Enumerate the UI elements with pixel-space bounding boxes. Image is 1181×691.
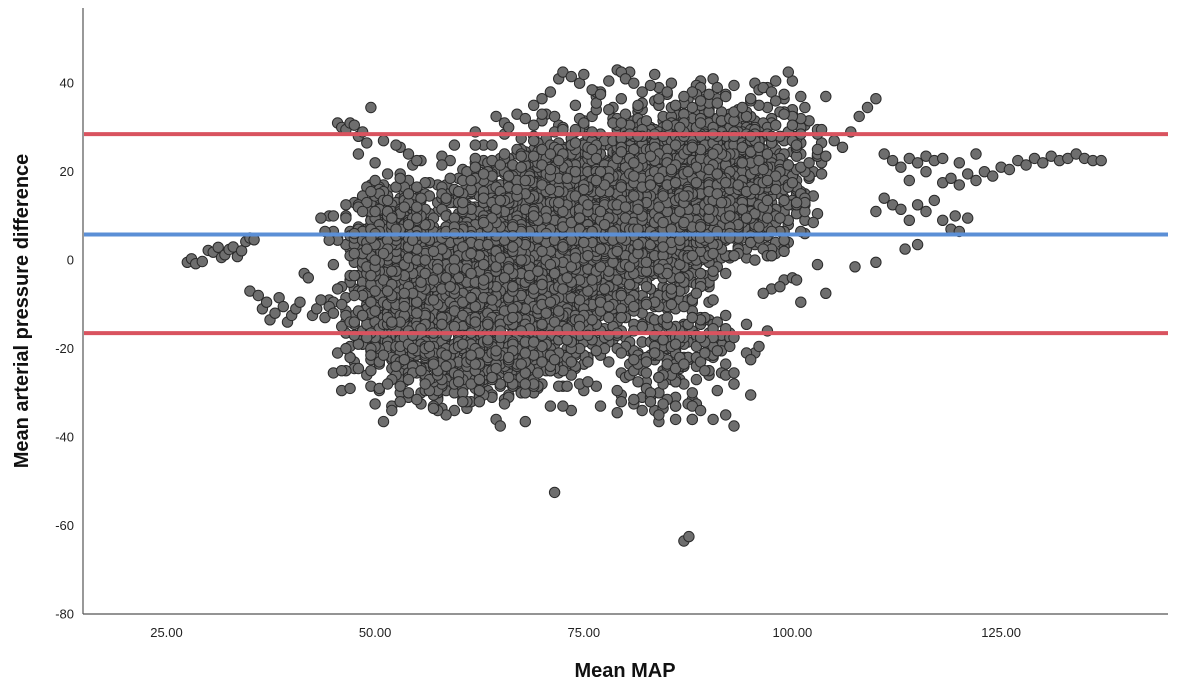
data-point — [448, 139, 461, 151]
data-point — [569, 99, 582, 112]
data-point — [573, 294, 586, 306]
data-point — [598, 283, 611, 295]
data-point — [665, 283, 678, 295]
data-point — [603, 300, 615, 313]
data-point — [469, 139, 481, 151]
data-point — [498, 148, 511, 160]
data-point — [486, 139, 498, 151]
data-point — [615, 93, 627, 105]
data-point — [519, 415, 531, 428]
data-point — [624, 278, 636, 291]
data-point — [548, 110, 561, 123]
data-point — [799, 101, 811, 114]
data-point — [515, 161, 527, 173]
data-point — [811, 258, 824, 271]
data-point — [628, 300, 640, 313]
data-point — [640, 281, 653, 293]
data-point — [757, 287, 769, 299]
data-point — [603, 104, 615, 116]
scatter-points — [181, 64, 1107, 547]
